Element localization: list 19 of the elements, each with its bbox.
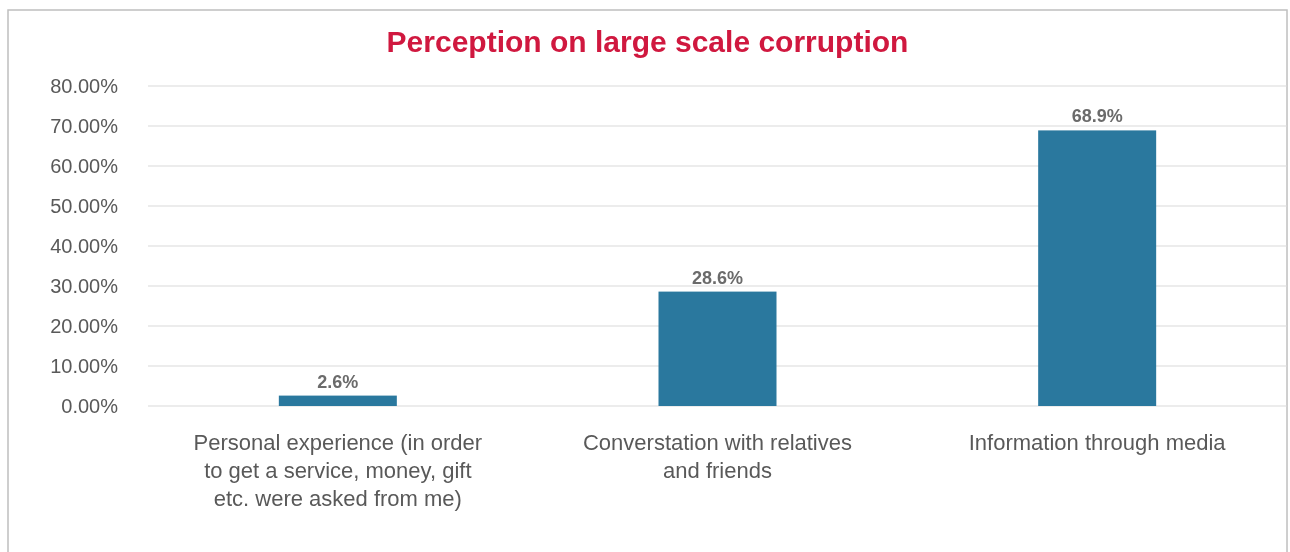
x-tick-label: Personal experience (in order to get a service, money, gift etc. were asked from me) [193,430,483,511]
data-label: 2.6% [317,371,359,392]
x-tick-label: Converstation with relatives and friends [582,430,853,483]
y-tick-label: 20.00% [50,315,119,337]
bar [278,395,397,406]
chart-title: Perception on large scale corruption [386,25,909,58]
y-tick-label: 40.00% [50,235,119,257]
y-tick-label: 0.00% [61,395,119,417]
y-tick-label: 80.00% [50,75,119,97]
y-tick-label: 10.00% [50,355,119,377]
y-tick-label: 70.00% [50,115,119,137]
y-tick-label: 30.00% [50,275,119,297]
x-tick-label: Information through media [968,430,1227,455]
y-tick-label: 50.00% [50,195,119,217]
y-tick-label: 60.00% [50,155,119,177]
bar [658,291,777,406]
data-label: 28.6% [691,267,744,288]
bar [1038,130,1157,406]
data-label: 68.9% [1071,106,1123,127]
